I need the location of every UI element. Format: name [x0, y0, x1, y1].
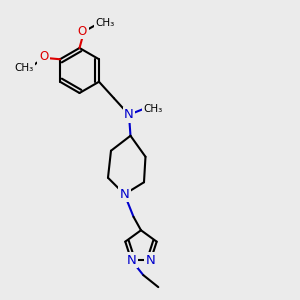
Text: N: N	[126, 254, 136, 267]
Text: N: N	[124, 108, 134, 121]
Text: CH₃: CH₃	[143, 104, 163, 114]
Text: O: O	[39, 50, 48, 63]
Text: CH₃: CH₃	[14, 63, 34, 73]
Text: CH₃: CH₃	[95, 17, 115, 28]
Text: N: N	[146, 254, 156, 267]
Text: O: O	[78, 25, 87, 38]
Text: N: N	[120, 188, 129, 201]
